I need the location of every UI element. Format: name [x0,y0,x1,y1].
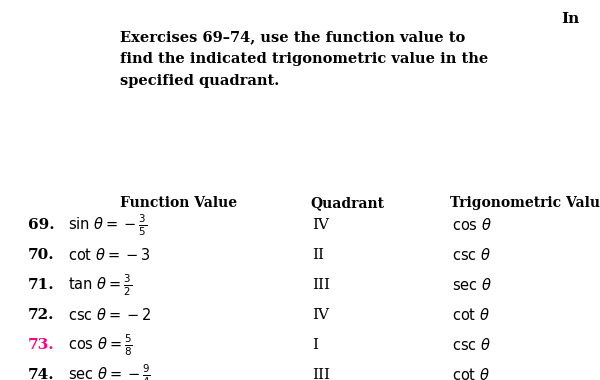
Text: $\csc\,\theta$: $\csc\,\theta$ [452,247,491,263]
Text: $\csc\,\theta = -2$: $\csc\,\theta = -2$ [68,307,151,323]
Text: $\csc\,\theta$: $\csc\,\theta$ [452,337,491,353]
Text: $\cot\,\theta$: $\cot\,\theta$ [452,367,490,380]
Text: $\sec\,\theta$: $\sec\,\theta$ [452,277,492,293]
Text: I: I [312,338,318,352]
Text: 74.: 74. [28,368,55,380]
Text: IV: IV [312,308,329,322]
Text: Quadrant: Quadrant [310,196,384,210]
Text: 70.: 70. [28,248,55,262]
Text: Function Value: Function Value [120,196,237,210]
Text: $\cot\,\theta$: $\cot\,\theta$ [452,307,490,323]
Text: 72.: 72. [28,308,55,322]
Text: Exercises 69–74, use the function value to: Exercises 69–74, use the function value … [120,30,465,44]
Text: $\sec\,\theta = -\frac{9}{4}$: $\sec\,\theta = -\frac{9}{4}$ [68,362,151,380]
Text: $\sin\,\theta = -\frac{3}{5}$: $\sin\,\theta = -\frac{3}{5}$ [68,212,147,238]
Text: $\cos\,\theta = \frac{5}{8}$: $\cos\,\theta = \frac{5}{8}$ [68,332,133,358]
Text: specified quadrant.: specified quadrant. [120,74,279,88]
Text: 73.: 73. [28,338,55,352]
Text: II: II [312,248,324,262]
Text: III: III [312,368,330,380]
Text: IV: IV [312,218,329,232]
Text: III: III [312,278,330,292]
Text: Trigonometric Value: Trigonometric Value [450,196,600,210]
Text: 69.: 69. [28,218,55,232]
Text: $\cot\,\theta = -3$: $\cot\,\theta = -3$ [68,247,151,263]
Text: $\tan\,\theta = \frac{3}{2}$: $\tan\,\theta = \frac{3}{2}$ [68,272,132,298]
Text: find the indicated trigonometric value in the: find the indicated trigonometric value i… [120,52,488,66]
Text: $\cos\,\theta$: $\cos\,\theta$ [452,217,492,233]
Text: 71.: 71. [28,278,55,292]
Text: In: In [562,12,580,26]
